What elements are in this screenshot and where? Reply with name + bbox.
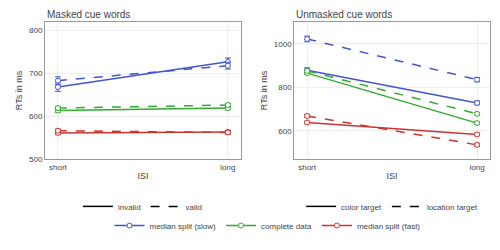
svg-text:Masked cue words: Masked cue words [47, 9, 130, 20]
svg-text:ISI: ISI [137, 171, 148, 181]
svg-text:long: long [220, 163, 235, 172]
svg-text:1000: 1000 [274, 40, 292, 49]
svg-text:short: short [298, 163, 317, 172]
svg-text:800: 800 [29, 26, 43, 35]
svg-text:ISI: ISI [387, 171, 398, 181]
svg-text:600: 600 [29, 112, 43, 121]
svg-text:600: 600 [278, 127, 292, 136]
svg-text:700: 700 [29, 69, 43, 78]
svg-text:RTs in ms: RTs in ms [259, 70, 269, 110]
svg-text:location target: location target [427, 203, 478, 212]
svg-text:short: short [49, 163, 68, 172]
svg-text:800: 800 [278, 83, 292, 92]
svg-text:long: long [470, 163, 485, 172]
svg-text:valid: valid [186, 203, 202, 212]
svg-text:500: 500 [29, 155, 43, 164]
svg-text:median split (fast): median split (fast) [357, 222, 420, 231]
svg-text:color target: color target [341, 203, 382, 212]
svg-text:Unmasked cue words: Unmasked cue words [296, 9, 392, 20]
svg-text:invalid: invalid [118, 203, 141, 212]
svg-text:complete data: complete data [261, 222, 312, 231]
svg-text:median split (slow): median split (slow) [150, 222, 217, 231]
svg-text:RTs in ms: RTs in ms [14, 70, 24, 110]
